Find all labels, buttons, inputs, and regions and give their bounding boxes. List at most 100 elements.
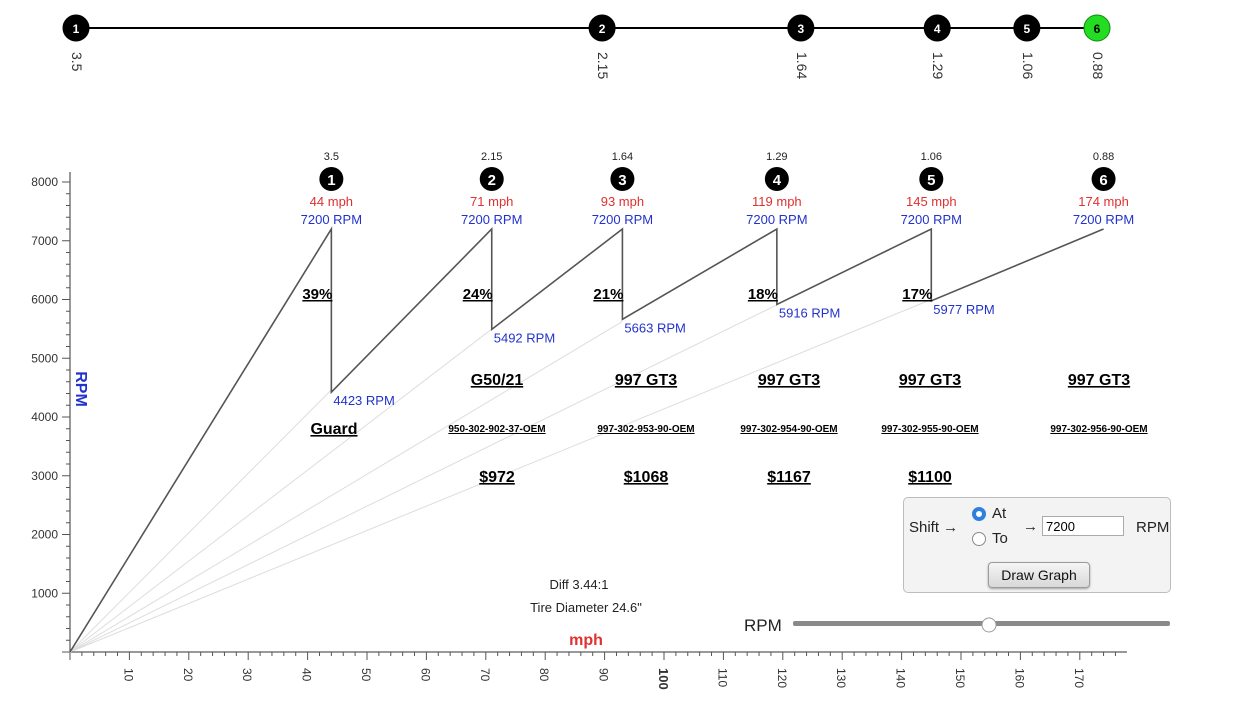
gear-top-speed-label: 174 mph [1078,194,1129,209]
x-tick-label: 10 [121,668,135,682]
gear-top-rpm-label: 7200 RPM [592,212,653,227]
gear-ghost-line [69,304,778,653]
shift-drop-percent: 39% [302,286,332,303]
gear-ghost-line [69,320,623,653]
gear-ghost-line [69,389,332,653]
ratio-scale-gear-marker[interactable] [588,14,616,42]
y-tick-label: 8000 [31,175,58,189]
ratio-scale-gear-number: 5 [1024,22,1031,36]
gear-part-number[interactable]: 997-302-953-90-OEM [597,424,694,435]
gear-number-badge [919,167,944,191]
x-tick-label: 100 [656,668,671,690]
ratio-scale-gear-marker[interactable] [923,14,951,42]
ratio-scale-gear-marker[interactable] [1013,14,1041,42]
shift-drop-rpm-label: 5916 RPM [779,305,840,320]
x-tick-label: 80 [537,668,551,682]
y-tick-label: 4000 [31,410,58,424]
gear-top-rpm-label: 7200 RPM [461,212,522,227]
gear-number-badge [764,167,789,191]
y-tick-label: 1000 [31,586,58,600]
gear-number-badge [1091,167,1116,191]
shift-drop-percent: 24% [463,286,493,303]
gear-ghost-line [69,299,932,653]
gear-ratio-label: 1.29 [766,151,787,163]
rpm-slider-label: RPM [744,616,782,635]
x-tick-label: 150 [953,668,967,688]
ratio-scale-label: 1.06 [1020,52,1036,79]
y-tick-label: 6000 [31,293,58,307]
shift-drop-rpm-label: 4423 RPM [333,393,394,408]
gear-price[interactable]: $972 [479,469,515,486]
gear-source-name[interactable]: G50/21 [471,372,524,389]
ratio-scale-gear-number: 1 [73,22,80,36]
shift-drop-rpm-label: 5663 RPM [624,320,685,335]
ratio-scale-gear-number: 2 [599,22,606,36]
gear-ratio-label: 0.88 [1093,151,1114,163]
shift-to-radio[interactable] [972,531,986,546]
gear-part-number[interactable]: 950-302-902-37-OEM [448,424,545,435]
gear-ghost-line [69,328,493,653]
diff-ratio-annotation: Diff 3.44:1 [549,577,608,592]
shift-drop-percent: 21% [593,286,623,303]
gear-top-speed-label: 93 mph [601,194,644,209]
gear-ratio-label: 1.06 [921,151,942,163]
y-tick-label: 3000 [31,469,58,483]
y-tick-label: 7000 [31,234,58,248]
gear-ratio-label: 2.15 [481,151,502,163]
gear-top-speed-label: 44 mph [310,194,353,209]
ratio-scale-label: 3.5 [69,52,85,72]
gear-source-name[interactable]: 997 GT3 [758,372,820,389]
shift-to-option[interactable]: To [972,530,1008,547]
gear-number-badge [610,167,635,191]
shift-to-label: To [992,530,1008,547]
shift-at-radio[interactable] [972,506,986,521]
shift-drop-rpm-label: 5977 RPM [933,302,994,317]
gear-price[interactable]: $1100 [908,469,952,486]
gear-top-rpm-label: 7200 RPM [746,212,807,227]
ratio-scale-gear-marker[interactable] [787,14,815,42]
shift-rpm-input[interactable] [1042,516,1124,536]
ratio-scale-gear-marker[interactable] [62,14,90,42]
gear-price[interactable]: $1068 [624,469,669,486]
x-tick-label: 120 [775,668,789,688]
shift-at-label: At [992,505,1007,522]
tire-diameter-annotation: Tire Diameter 24.6" [530,600,642,615]
gear-top-rpm-label: 7200 RPM [301,212,362,227]
gear-top-speed-label: 71 mph [470,194,513,209]
y-axis-title: RPM [72,371,89,407]
x-tick-label: 70 [478,668,492,682]
ratio-scale-gear-marker[interactable] [1083,14,1111,42]
gear-part-number[interactable]: 997-302-956-90-OEM [1050,424,1147,435]
rpm-slider-track[interactable] [793,621,1170,626]
rpm-slider-thumb[interactable] [981,617,997,633]
x-tick-label: 30 [240,668,254,682]
gear-part-number[interactable]: 997-302-955-90-OEM [881,424,978,435]
shift-drop-percent: 17% [902,286,932,303]
gear-source-name[interactable]: Guard [310,421,357,438]
shift-rpm-unit: RPM [1136,519,1170,536]
x-tick-label: 60 [418,668,432,682]
shift-drop-percent: 18% [748,286,778,303]
gear-top-speed-label: 145 mph [906,194,957,209]
gear-top-speed-label: 119 mph [752,194,802,209]
x-tick-label: 50 [359,668,373,682]
gear-part-number[interactable]: 997-302-954-90-OEM [740,424,837,435]
gear-source-name[interactable]: 997 GT3 [1068,372,1130,389]
gear-source-name[interactable]: 997 GT3 [615,372,677,389]
gear-number-badge [479,167,504,191]
x-tick-label: 40 [300,668,314,682]
x-tick-label: 140 [894,668,908,688]
gear-ratio-label: 3.5 [324,151,339,163]
gear-number-badge [319,167,344,191]
gear-source-name[interactable]: 997 GT3 [899,372,961,389]
gear-price[interactable]: $1167 [767,469,811,486]
draw-graph-button[interactable]: Draw Graph [988,562,1090,588]
shift-drop-rpm-label: 5492 RPM [494,330,555,345]
gear-top-rpm-label: 7200 RPM [901,212,962,227]
ratio-scale-label: 0.88 [1090,52,1106,79]
shift-at-option[interactable]: At [972,505,1006,522]
gear-number-label: 2 [488,172,496,189]
ratio-scale-gear-number: 3 [797,22,804,36]
rpm-sawtooth-line [69,226,1104,653]
